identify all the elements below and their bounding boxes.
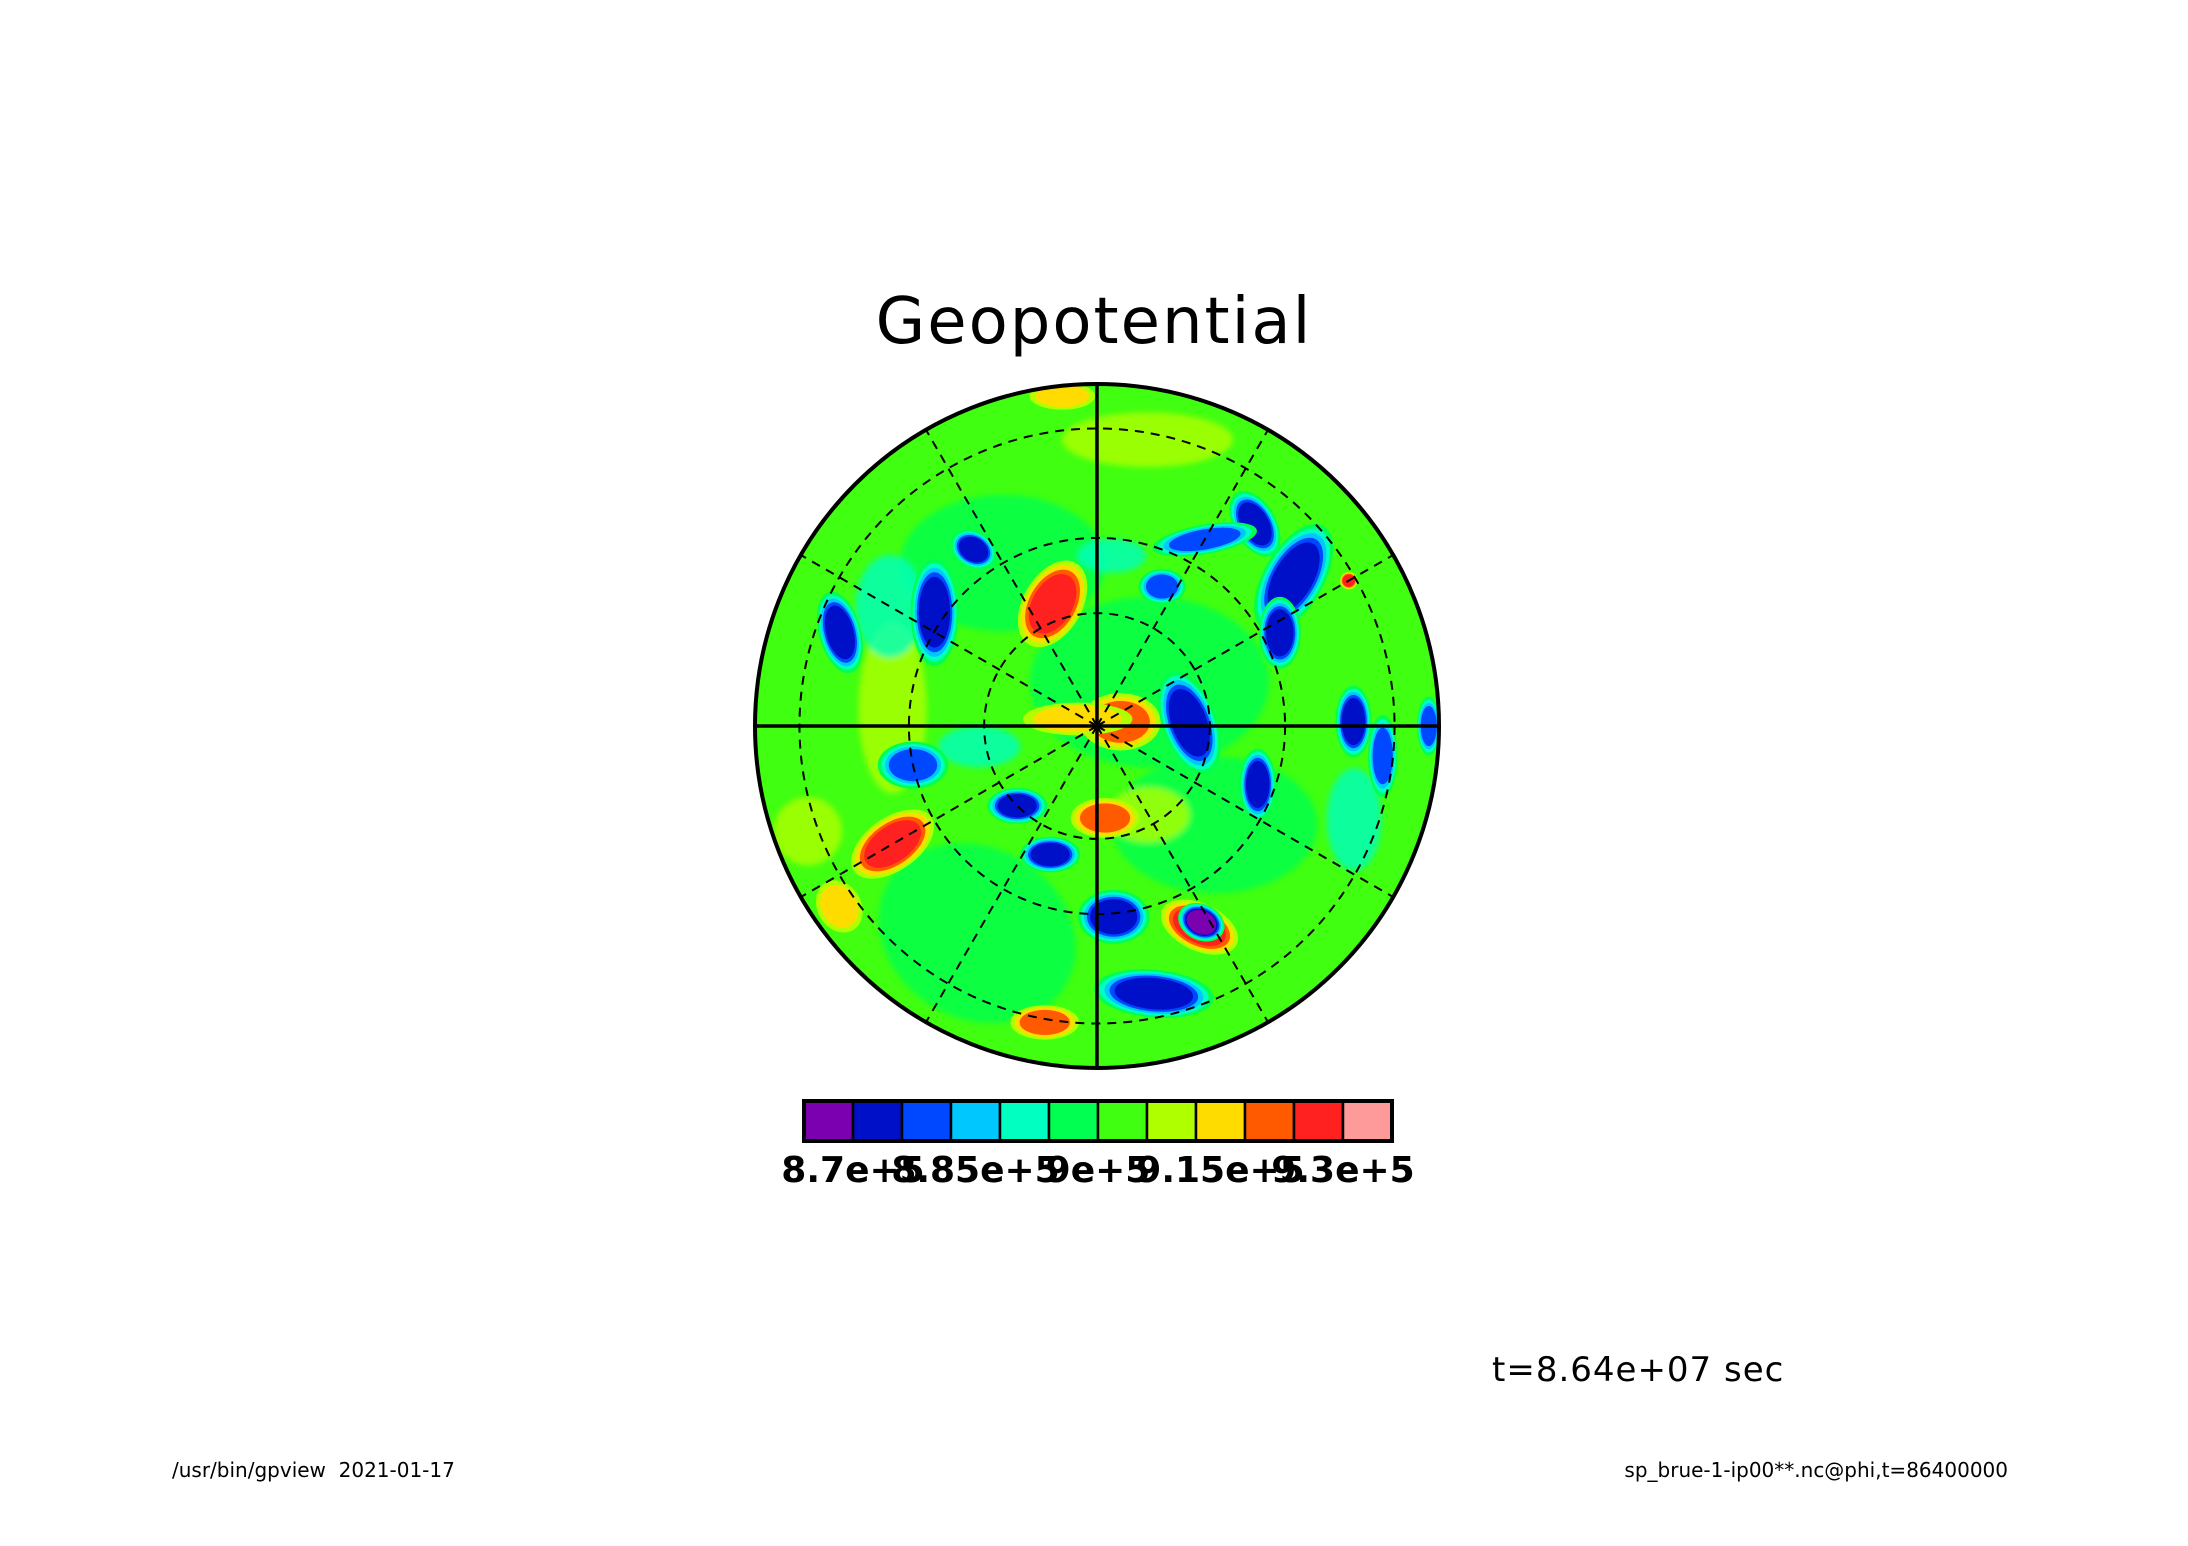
colorbar-swatch bbox=[1292, 1099, 1345, 1143]
colorbar-tick-label: 9.3e+5 bbox=[1271, 1150, 1415, 1191]
field-patch bbox=[938, 726, 1021, 768]
meridian-line bbox=[1096, 725, 1394, 898]
colorbar-swatch bbox=[851, 1099, 904, 1143]
colorbar-swatch bbox=[1047, 1099, 1100, 1143]
colorbar-swatch bbox=[1145, 1099, 1198, 1143]
field-patch bbox=[773, 797, 842, 866]
field-feature bbox=[958, 536, 989, 563]
field-feature bbox=[864, 820, 922, 868]
meridian-line bbox=[1096, 554, 1394, 727]
field-feature bbox=[1186, 909, 1217, 935]
colorbar-swatch bbox=[1194, 1099, 1247, 1143]
meridian-line bbox=[925, 725, 1098, 1023]
field-feature bbox=[1245, 760, 1270, 809]
footer-right: sp_brue-1-ip00**.nc@phi,t=86400000 bbox=[1624, 1458, 2008, 1482]
chart-title: Geopotential bbox=[875, 285, 1313, 359]
colorbar-frame bbox=[802, 1099, 1394, 1143]
field-feature bbox=[1341, 697, 1366, 746]
field-feature bbox=[1035, 384, 1089, 408]
footer-left: /usr/bin/gpview 2021-01-17 bbox=[172, 1458, 455, 1482]
colorbar-tick-label: 8.7e+5 bbox=[781, 1150, 925, 1191]
field-feature bbox=[1079, 803, 1131, 833]
colorbar-swatch bbox=[1341, 1099, 1394, 1143]
field-patch bbox=[1061, 412, 1233, 468]
colorbar bbox=[802, 1099, 1394, 1143]
colorbar-swatch bbox=[1096, 1099, 1149, 1143]
time-label: t=8.64e+07 sec bbox=[1492, 1350, 1785, 1390]
field-feature bbox=[1267, 542, 1320, 614]
field-patch bbox=[878, 843, 1076, 1024]
field-feature bbox=[1372, 727, 1393, 785]
meridian-line bbox=[1096, 725, 1269, 1023]
map-grid bbox=[753, 382, 1441, 1070]
colorbar-swatch bbox=[1243, 1099, 1296, 1143]
map-boundary bbox=[753, 382, 1441, 1070]
field-feature bbox=[820, 885, 859, 928]
field-feature bbox=[1030, 842, 1070, 867]
meridian-line bbox=[925, 429, 1098, 727]
colorbar-swatch bbox=[949, 1099, 1002, 1143]
field-feature bbox=[997, 794, 1037, 818]
colorbar-swatch bbox=[998, 1099, 1051, 1143]
meridian-line bbox=[800, 554, 1098, 727]
field-feature bbox=[1168, 688, 1210, 757]
colorbar-tick-label: 9.15e+5 bbox=[1136, 1150, 1305, 1191]
colorbar-tick-label: 9e+5 bbox=[1045, 1150, 1151, 1191]
meridian-line bbox=[1096, 429, 1269, 727]
colorbar-tick-label: 8.85e+5 bbox=[891, 1150, 1060, 1191]
field-patch bbox=[1077, 538, 1147, 573]
field-feature bbox=[1033, 705, 1123, 733]
field-feature bbox=[1090, 899, 1138, 935]
meridian-line bbox=[800, 725, 1098, 898]
field-feature bbox=[1145, 574, 1179, 599]
field-feature bbox=[1114, 977, 1194, 1010]
colorbar-swatch bbox=[802, 1099, 855, 1143]
field-patch bbox=[1326, 768, 1382, 871]
field-feature bbox=[1266, 609, 1294, 657]
field-feature bbox=[918, 576, 951, 648]
field-patch bbox=[855, 555, 924, 658]
colorbar-swatch bbox=[900, 1099, 953, 1143]
field-feature bbox=[824, 605, 855, 660]
